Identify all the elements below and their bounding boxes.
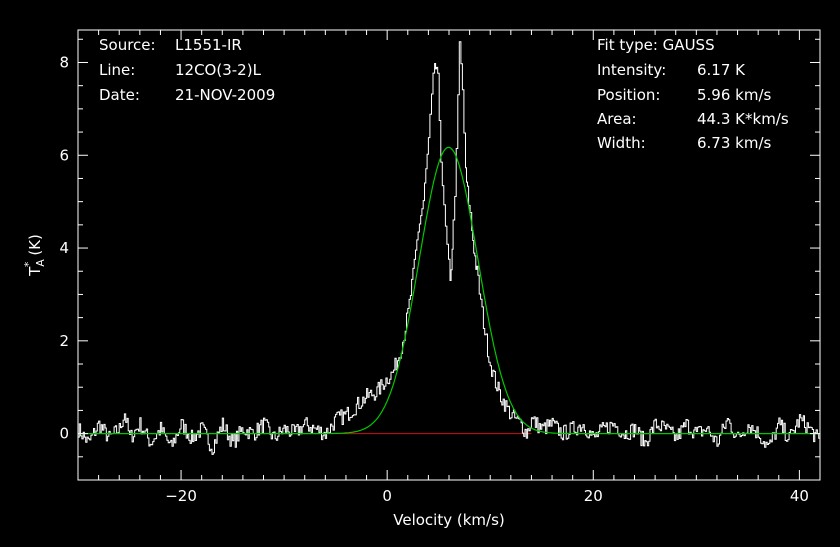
x-tick-label: 20 — [584, 487, 603, 505]
y-axis-label-sup: * — [22, 261, 35, 267]
y-axis-label: TA* (K) — [22, 234, 47, 277]
x-tick-label: 40 — [790, 487, 809, 505]
date-value: 21-NOV-2009 — [175, 86, 275, 104]
y-tick-label: 0 — [59, 425, 69, 443]
y-axis-label-main: T — [26, 266, 44, 277]
spectrum-line — [78, 41, 821, 455]
x-tick-label: 0 — [382, 487, 392, 505]
x-axis-label: Velocity (km/s) — [393, 511, 504, 529]
y-axis-label-sub: A — [34, 259, 47, 267]
y-tick-label: 8 — [59, 53, 69, 71]
date-label: Date: — [99, 86, 140, 104]
area-label: Area: — [597, 110, 637, 128]
intensity-label: Intensity: — [597, 61, 666, 79]
position-label: Position: — [597, 86, 660, 104]
source-label: Source: — [99, 36, 156, 54]
source-value: L1551-IR — [175, 36, 242, 54]
width-label: Width: — [597, 134, 646, 152]
width-value: 6.73 km/s — [697, 134, 772, 152]
x-tick-label: −20 — [165, 487, 197, 505]
line-value: 12CO(3-2)L — [175, 61, 262, 79]
y-tick-label: 6 — [59, 146, 69, 164]
svg-text:TA*(K): TA* (K) — [22, 234, 47, 277]
y-tick-label: 2 — [59, 332, 69, 350]
plot-content — [78, 41, 821, 455]
y-axis-label-unit: (K) — [26, 234, 44, 256]
position-value: 5.96 km/s — [697, 86, 772, 104]
info-left: Source: L1551-IR Line: 12CO(3-2)L Date: … — [99, 36, 275, 104]
line-label: Line: — [99, 61, 135, 79]
info-right: Fit type: GAUSS Intensity: 6.17 K Positi… — [597, 36, 789, 152]
area-value: 44.3 K*km/s — [697, 110, 789, 128]
y-tick-label: 4 — [59, 239, 69, 257]
fit-type-text: Fit type: GAUSS — [597, 36, 715, 54]
intensity-value: 6.17 K — [697, 61, 746, 79]
gauss-fit-line — [78, 146, 819, 435]
axis-ticks: −20 0 20 40 0 2 4 6 8 — [59, 30, 821, 505]
